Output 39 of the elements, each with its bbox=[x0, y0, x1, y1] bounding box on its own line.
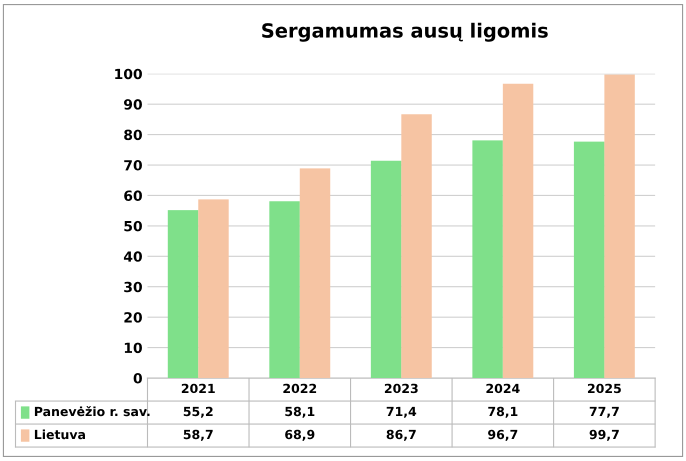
data-label: 78,1 bbox=[488, 406, 518, 418]
y-tick-label: 70 bbox=[124, 160, 142, 171]
x-tick-label: 2023 bbox=[384, 384, 418, 394]
data-label: 96,7 bbox=[488, 430, 518, 441]
bar bbox=[401, 114, 432, 378]
bar bbox=[370, 160, 402, 378]
data-label: 58,1 bbox=[285, 406, 314, 418]
data-label: 58,7 bbox=[184, 430, 213, 441]
y-tick-label: 50 bbox=[124, 220, 142, 232]
data-label: 55,2 bbox=[184, 406, 213, 418]
data-label: 71,4 bbox=[386, 406, 416, 418]
bar bbox=[269, 201, 300, 378]
bar bbox=[574, 142, 604, 378]
bar bbox=[502, 84, 534, 378]
legend-label: Panevėžio r. sav. bbox=[34, 406, 150, 416]
y-tick-label: 60 bbox=[124, 190, 142, 201]
y-tick-label: 90 bbox=[124, 99, 142, 110]
legend-label: Lietuva bbox=[34, 430, 85, 440]
data-label: 86,7 bbox=[386, 430, 416, 441]
data-label: 68,9 bbox=[285, 430, 314, 441]
bar bbox=[168, 210, 198, 378]
y-tick-label: 80 bbox=[124, 130, 142, 140]
x-tick-label: 2021 bbox=[182, 384, 215, 394]
x-tick-label: 2025 bbox=[588, 384, 621, 394]
y-tick-label: 100 bbox=[115, 68, 142, 80]
data-label: 99,7 bbox=[590, 430, 619, 441]
y-tick-label: 0 bbox=[134, 372, 142, 384]
y-tick-label: 10 bbox=[124, 342, 142, 354]
y-tick-label: 20 bbox=[124, 312, 142, 323]
bar bbox=[300, 168, 330, 378]
bar bbox=[604, 74, 635, 378]
y-tick-label: 40 bbox=[124, 251, 142, 262]
chart-title: Sergamumas ausų ligomis bbox=[262, 22, 548, 42]
x-tick-label: 2024 bbox=[486, 384, 520, 394]
y-tick-label: 30 bbox=[124, 282, 142, 292]
data-label: 77,7 bbox=[590, 406, 619, 418]
bar bbox=[198, 199, 229, 378]
x-tick-label: 2022 bbox=[283, 384, 316, 394]
bar bbox=[472, 140, 503, 378]
